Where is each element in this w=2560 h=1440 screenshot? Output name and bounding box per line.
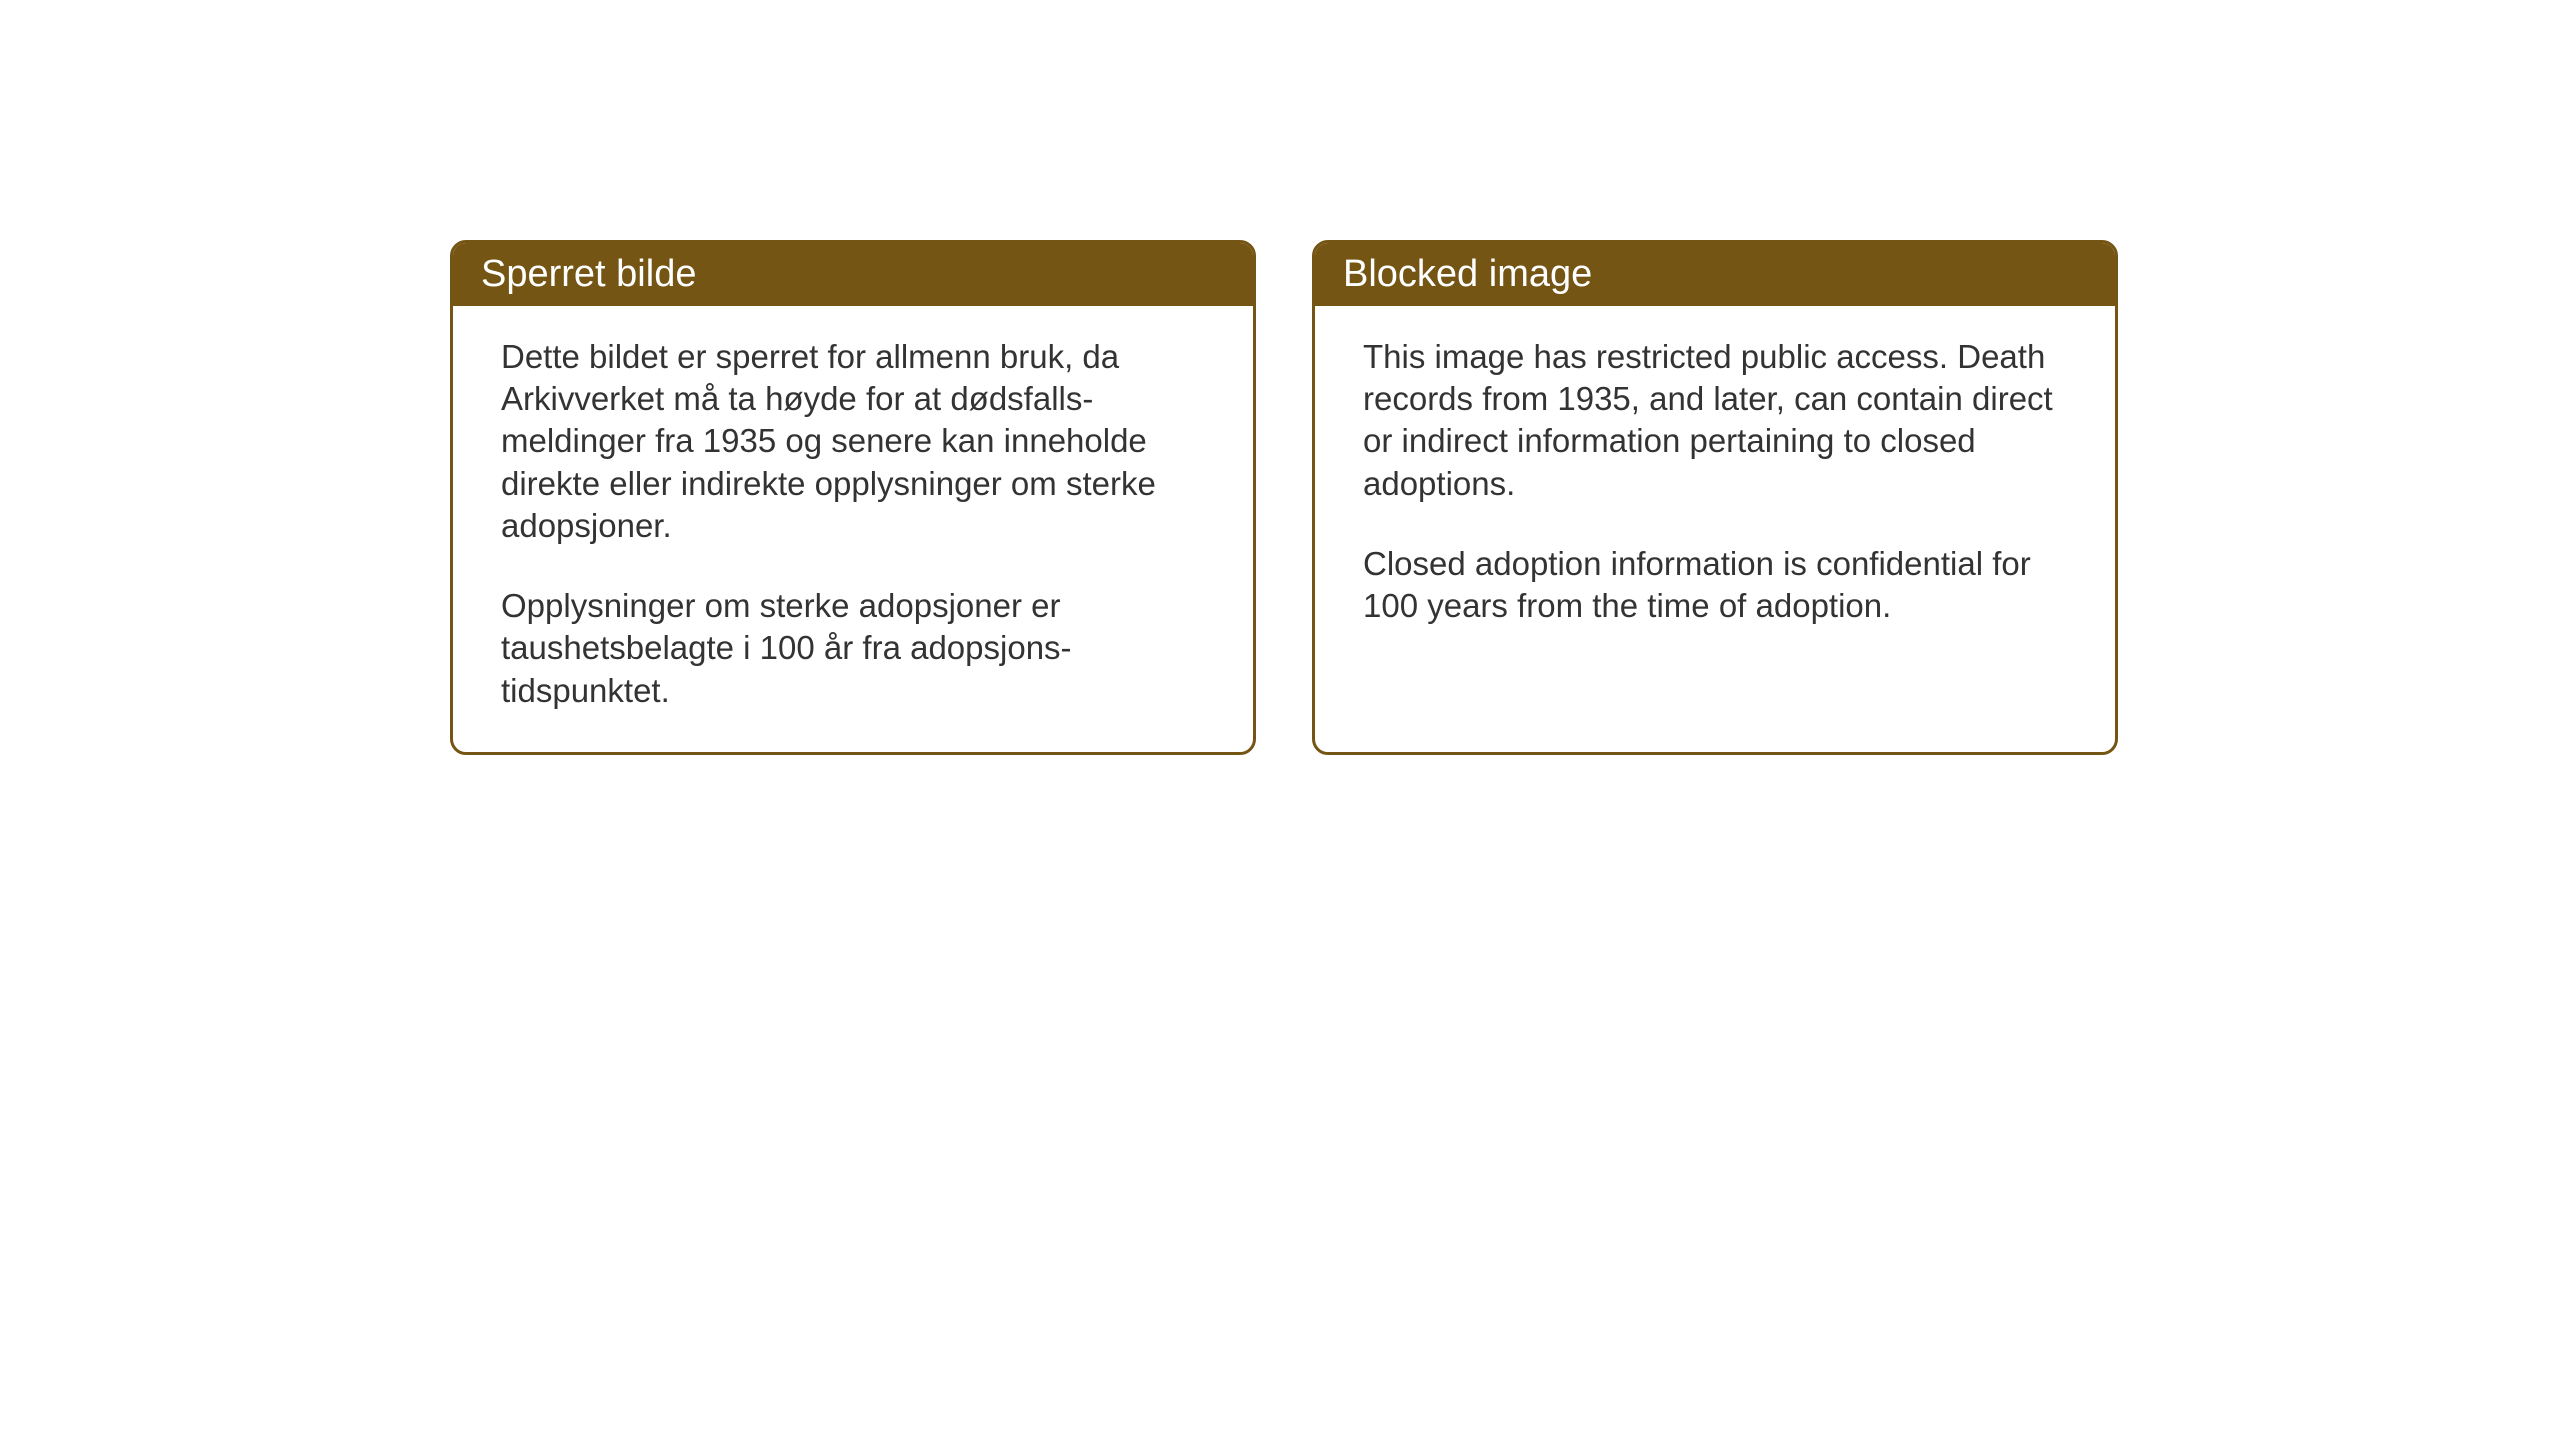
norwegian-paragraph-2: Opplysninger om sterke adopsjoner er tau… [501, 585, 1205, 712]
english-notice-title: Blocked image [1315, 243, 2115, 306]
english-notice-box: Blocked image This image has restricted … [1312, 240, 2118, 755]
notice-container: Sperret bilde Dette bildet er sperret fo… [450, 240, 2118, 755]
norwegian-notice-title: Sperret bilde [453, 243, 1253, 306]
english-paragraph-1: This image has restricted public access.… [1363, 336, 2067, 505]
norwegian-paragraph-1: Dette bildet er sperret for allmenn bruk… [501, 336, 1205, 547]
english-notice-body: This image has restricted public access.… [1315, 306, 2115, 726]
norwegian-notice-box: Sperret bilde Dette bildet er sperret fo… [450, 240, 1256, 755]
norwegian-notice-body: Dette bildet er sperret for allmenn bruk… [453, 306, 1253, 752]
english-paragraph-2: Closed adoption information is confident… [1363, 543, 2067, 627]
